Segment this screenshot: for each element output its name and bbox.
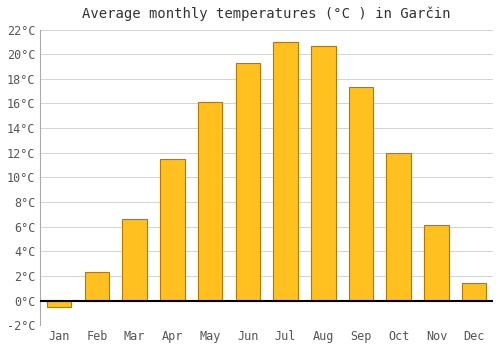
Bar xyxy=(424,225,448,301)
Bar xyxy=(47,301,72,307)
Bar xyxy=(198,102,222,301)
Bar xyxy=(462,283,486,301)
Bar xyxy=(160,159,184,301)
Title: Average monthly temperatures (°C ) in Garčin: Average monthly temperatures (°C ) in Ga… xyxy=(82,7,451,21)
Bar xyxy=(386,153,411,301)
Bar xyxy=(84,272,109,301)
Bar xyxy=(236,63,260,301)
Bar xyxy=(274,42,298,301)
Bar xyxy=(348,88,374,301)
Bar xyxy=(122,219,147,301)
Bar xyxy=(311,46,336,301)
